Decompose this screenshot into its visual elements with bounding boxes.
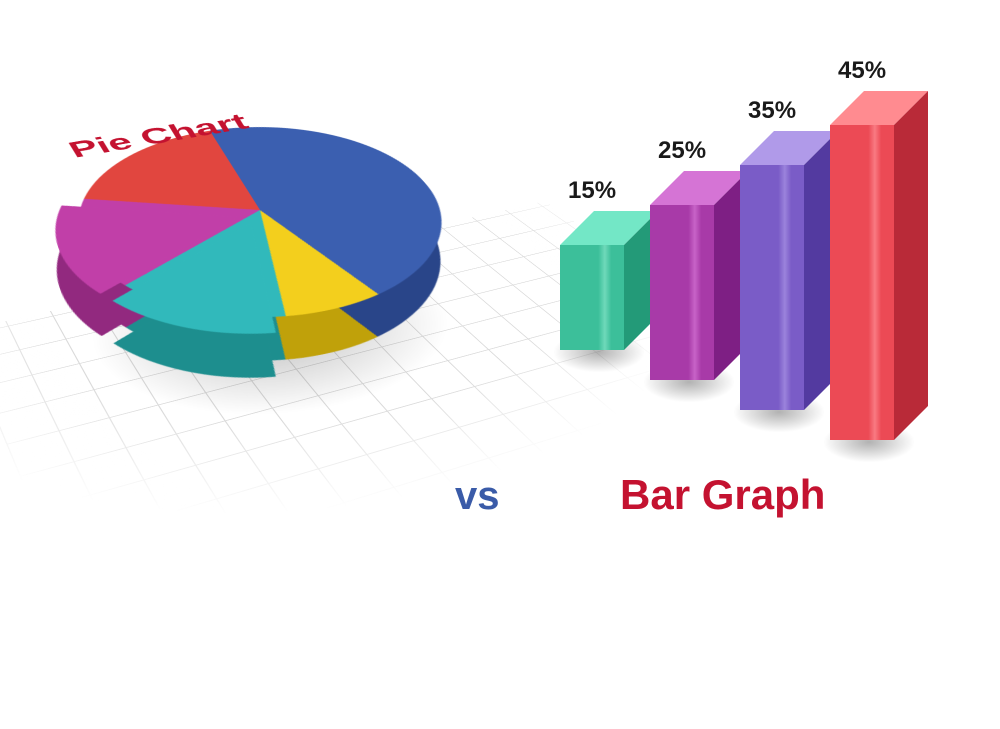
bar-right (894, 91, 928, 440)
bar-chart: 15% 25% 35% 45% (550, 30, 970, 450)
caption-bar: Bar Graph (620, 471, 825, 519)
bar-front (650, 205, 714, 380)
bar-value-label: 45% (838, 57, 886, 85)
bar-35pct (740, 165, 804, 410)
bar-front (560, 245, 624, 350)
bar-25pct (650, 205, 714, 380)
bar-front (740, 165, 804, 410)
bar-value-label: 25% (658, 137, 706, 165)
caption-vs: vs (455, 474, 500, 519)
bar-front (830, 125, 894, 440)
bar-value-label: 15% (568, 177, 616, 205)
bar-45pct (830, 125, 894, 440)
bar-value-label: 35% (748, 97, 796, 125)
bar-15pct (560, 245, 624, 350)
